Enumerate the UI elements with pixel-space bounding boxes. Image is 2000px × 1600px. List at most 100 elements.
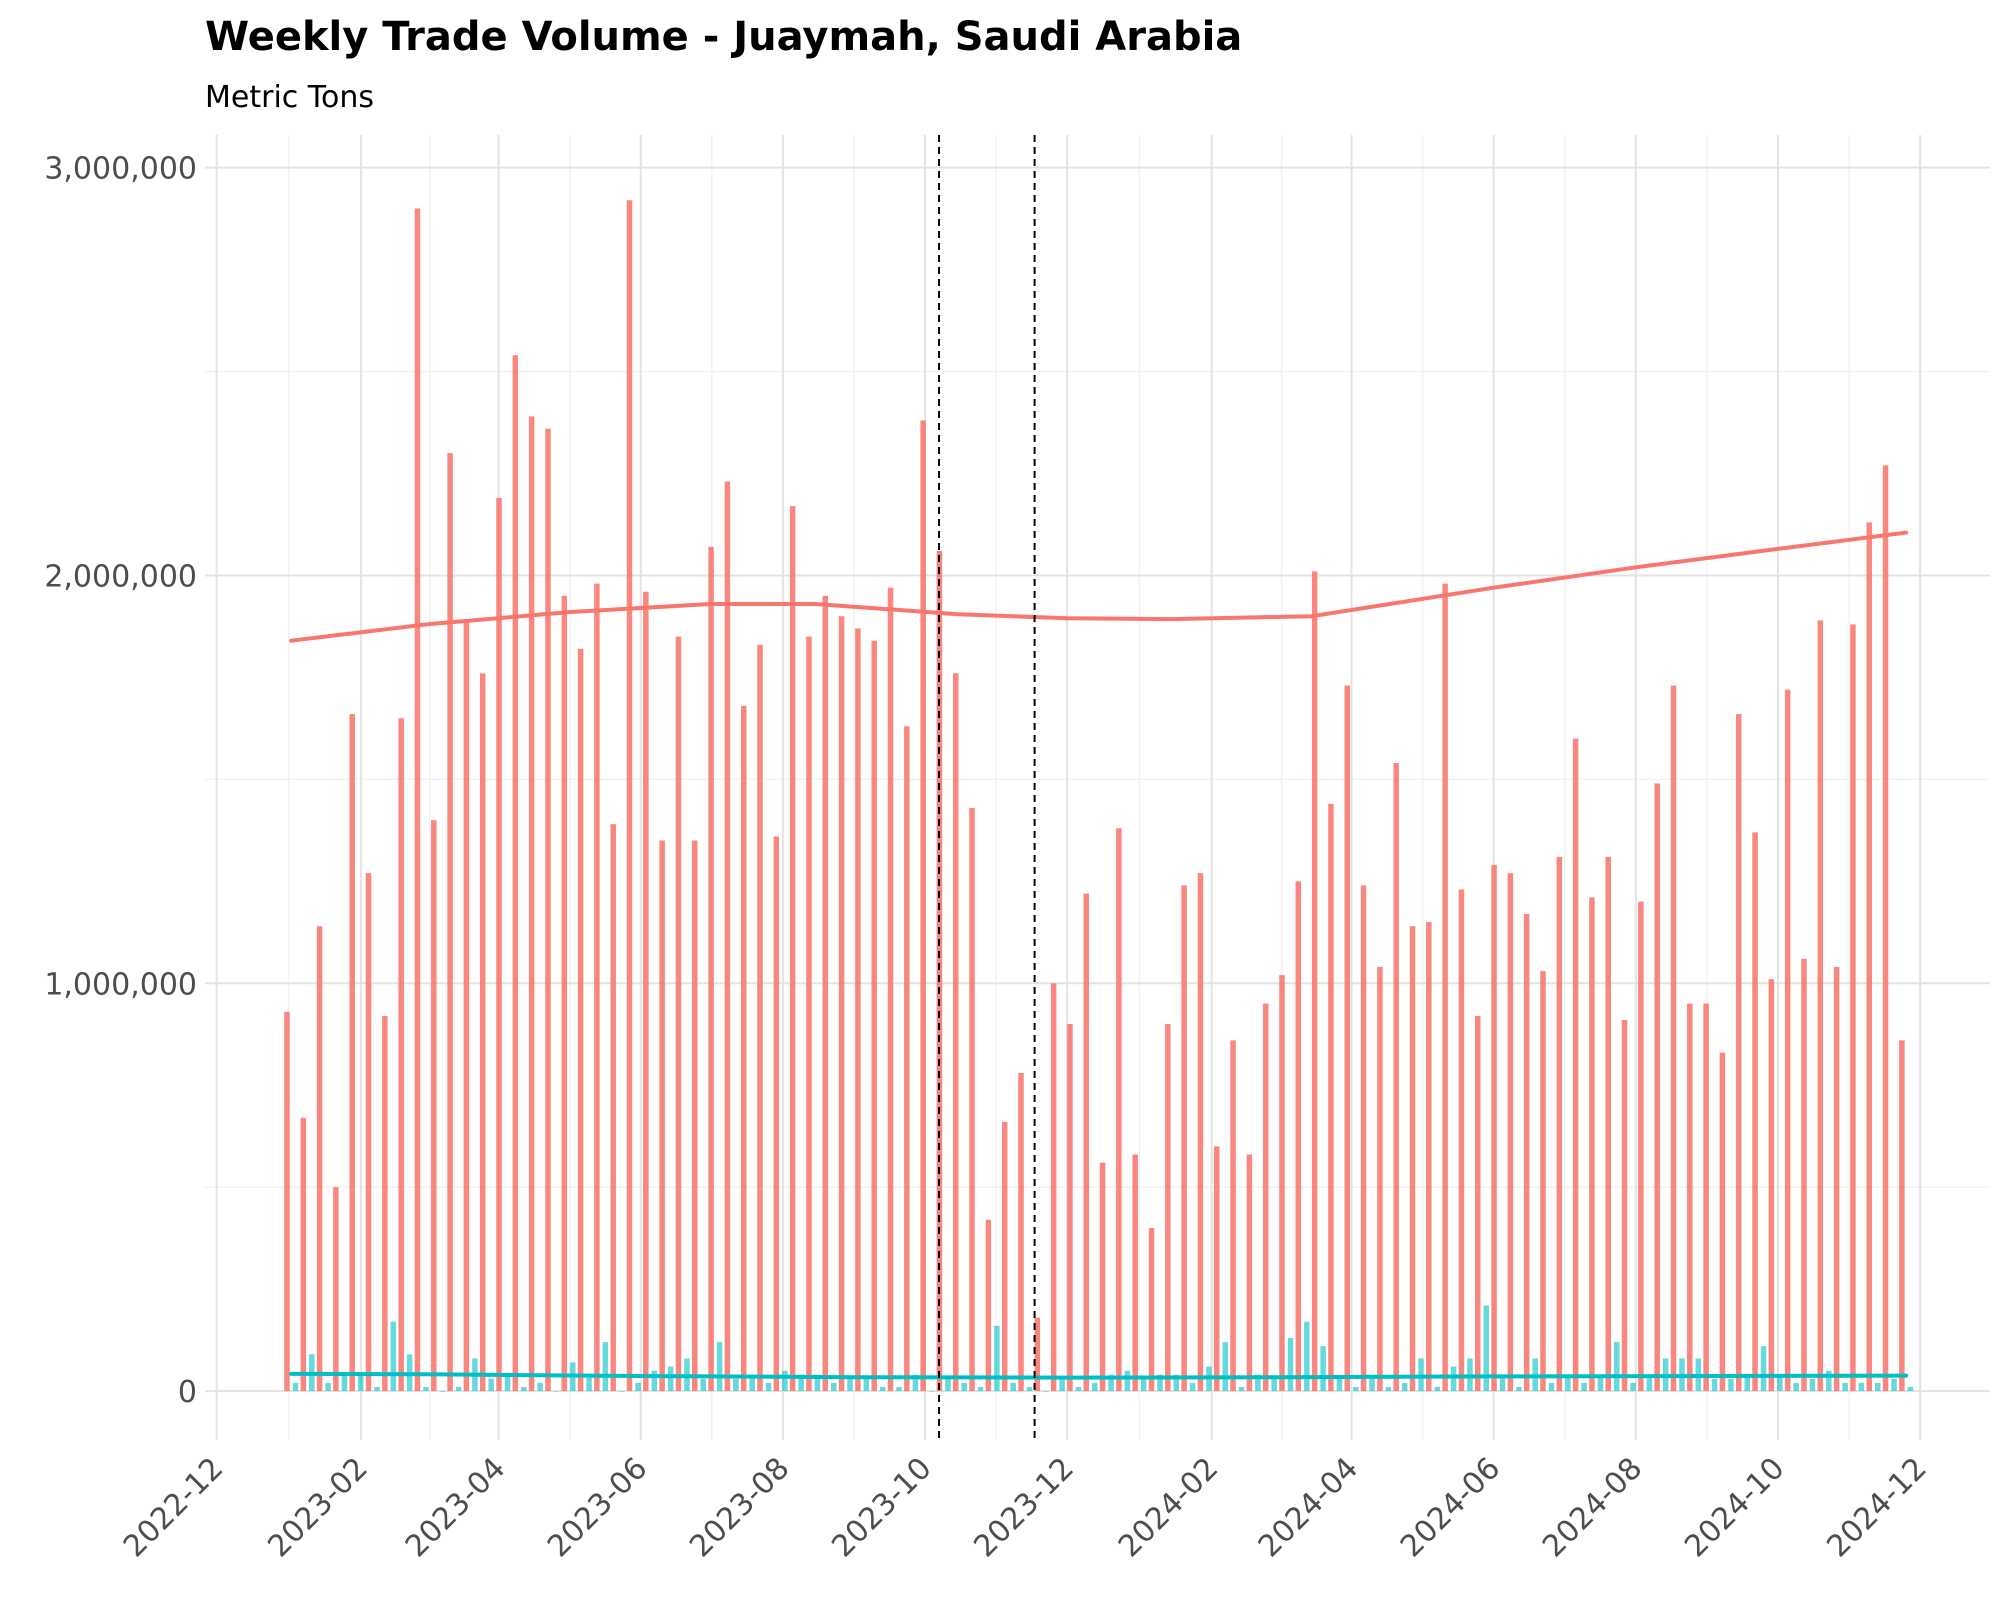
x-tick-label: 2023-10 [825,1451,938,1564]
bar-series-1 [1654,783,1660,1392]
bar-series-1 [512,355,519,1392]
bar-series-1 [1752,832,1758,1392]
bar-series-1 [1067,1024,1073,1392]
bar-series-1 [969,807,975,1392]
bar-series-1 [1556,856,1563,1392]
bar-series-2 [651,1370,658,1392]
bar-series-2 [455,1386,462,1392]
bar-series-2 [1287,1338,1294,1392]
bar-series-2 [1353,1386,1359,1392]
bar-series-2 [716,1342,723,1392]
bar-series-1 [1605,856,1611,1392]
bar-series-1 [1572,738,1579,1392]
bar-series-2 [357,1374,364,1392]
bar-series-2 [1059,1378,1065,1392]
bar-series-1 [577,648,584,1392]
bar-series-1 [1426,922,1432,1392]
bar-series-1 [382,1015,388,1392]
bar-series-2 [1597,1374,1604,1392]
bar-series-2 [504,1374,511,1392]
bar-series-2 [1124,1370,1131,1392]
bar-series-2 [863,1378,870,1392]
bar-series-2 [749,1374,755,1392]
bar-series-1 [1295,881,1302,1392]
bar-series-2 [928,1391,935,1392]
bar-series-1 [1882,465,1889,1392]
bar-series-1 [1833,966,1840,1392]
bar-series-1 [1703,1003,1709,1392]
bar-series-2 [1907,1386,1914,1392]
bar-series-2 [798,1374,804,1392]
bar-series-2 [945,1378,951,1392]
bar-series-1 [1817,620,1824,1392]
bar-series-2 [1613,1342,1620,1392]
bar-series-2 [814,1374,821,1392]
bar-series-2 [1630,1382,1636,1392]
bar-series-1 [1132,1154,1138,1392]
bar-series-1 [1719,1052,1726,1392]
bar-series-2 [1271,1378,1277,1392]
bar-series-1 [643,591,649,1392]
bar-series-2 [618,1391,625,1392]
bar-series-1 [740,705,747,1392]
bar-series-2 [1826,1370,1832,1392]
bar-series-2 [977,1386,984,1392]
bar-series-2 [1744,1374,1750,1392]
bar-series-2 [1646,1374,1653,1392]
bar-series-2 [1092,1382,1098,1392]
bar-series-2 [1809,1378,1816,1392]
bar-series-1 [904,726,910,1392]
bar-series-1 [1899,1040,1905,1392]
bar-series-2 [586,1374,592,1392]
bar-series-1 [1001,1121,1008,1392]
bar-series-2 [1222,1342,1229,1392]
bar-series-1 [594,583,600,1392]
bar-series-1 [1197,873,1204,1392]
bar-series-2 [733,1378,739,1392]
bar-series-2 [1010,1382,1016,1392]
bar-series-1 [349,714,355,1392]
bar-series-1 [1262,1003,1269,1392]
bar-series-1 [1491,864,1497,1392]
bar-series-1 [838,616,845,1392]
bar-series-1 [1801,958,1807,1392]
bar-series-1 [1589,897,1595,1392]
bar-series-1 [806,636,812,1392]
bar-series-2 [879,1386,886,1392]
bar-series-2 [1565,1374,1571,1392]
bar-series-2 [292,1382,299,1392]
bar-series-1 [1866,522,1872,1392]
bar-series-1 [1850,624,1856,1392]
x-tick-label: 2022-12 [117,1451,230,1564]
bar-series-1 [773,836,780,1392]
bar-series-2 [1581,1382,1587,1392]
bar-series-2 [1858,1382,1865,1392]
bar-series-2 [1304,1321,1310,1392]
bar-series-1 [414,208,421,1392]
bar-series-1 [1360,885,1367,1392]
bar-series-1 [855,628,861,1392]
bar-series-1 [333,1187,339,1392]
bar-series-1 [757,644,763,1392]
bar-series-1 [936,550,943,1392]
bar-series-1 [724,481,731,1392]
x-tick-label: 2023-04 [399,1451,512,1564]
bar-series-1 [920,420,926,1392]
bar-series-1 [463,620,470,1392]
bar-series-2 [537,1382,543,1392]
bar-series-1 [1083,893,1090,1392]
y-tick-label: 1,000,000 [44,967,197,1002]
bar-series-2 [1434,1386,1441,1392]
bar-series-1 [1034,1317,1041,1392]
bar-series-1 [626,200,633,1392]
bar-series-1 [708,546,714,1392]
trend-lines [289,530,1909,1380]
bar-series-1 [365,873,372,1392]
chart-subtitle: Metric Tons [205,80,375,115]
bar-series-1 [871,640,877,1392]
bar-series-2 [1075,1386,1082,1392]
bar-series-1 [789,506,796,1392]
bar-series-2 [488,1378,494,1392]
bar-series-1 [953,673,959,1392]
